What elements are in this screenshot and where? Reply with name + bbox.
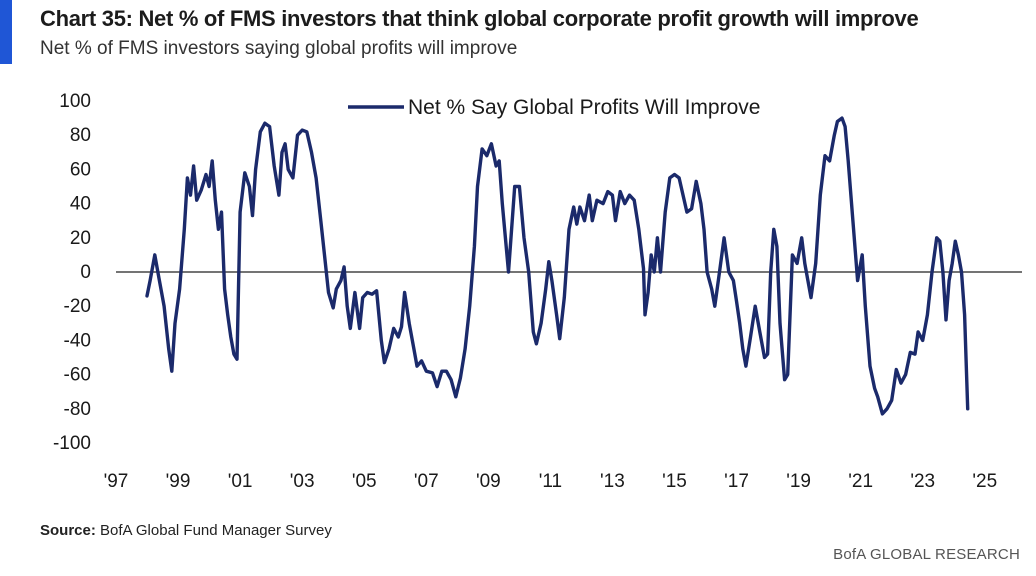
y-tick-label: 20 xyxy=(70,228,91,249)
x-tick-label: '13 xyxy=(600,471,625,492)
x-axis-tick-labels: '97 '99 '01 '03 '05 '07 '09 '11 '13 '15 '17 '19 '21 '… xyxy=(104,471,998,492)
series-layer xyxy=(145,116,970,416)
chart-title: Chart 35: Net % of FMS investors that th… xyxy=(40,6,919,31)
legend-label: Net % Say Global Profits Will Improve xyxy=(408,96,760,119)
x-tick-label: '07 xyxy=(414,471,439,492)
y-tick-label: 80 xyxy=(70,125,91,146)
y-tick-label: -40 xyxy=(64,330,91,351)
accent-bar xyxy=(0,0,12,64)
x-tick-label: '03 xyxy=(290,471,315,492)
x-tick-label: '25 xyxy=(972,471,997,492)
x-tick-label: '23 xyxy=(910,471,935,492)
y-axis-tick-labels: 100 80 60 40 20 0 -20 -40 -60 -80 -100 xyxy=(53,91,91,454)
x-tick-label: '99 xyxy=(166,471,191,492)
x-tick-label: '09 xyxy=(476,471,501,492)
source-text: BofA Global Fund Manager Survey xyxy=(100,522,332,539)
x-tick-label: '01 xyxy=(228,471,253,492)
x-tick-label: '17 xyxy=(724,471,749,492)
x-tick-label: '19 xyxy=(786,471,811,492)
line-chart: 100 80 60 40 20 0 -20 -40 -60 -80 -100 '97 '99 '01 '0… xyxy=(53,91,1022,492)
chart-subtitle: Net % of FMS investors saying global pro… xyxy=(40,38,518,59)
brand-footer: BofA GLOBAL RESEARCH xyxy=(833,546,1020,563)
x-tick-label: '21 xyxy=(848,471,873,492)
legend: Net % Say Global Profits Will Improve xyxy=(348,96,760,119)
source-label: Source: xyxy=(40,522,96,539)
y-tick-label: 100 xyxy=(59,91,91,112)
y-tick-label: 60 xyxy=(70,159,91,180)
series-line xyxy=(145,116,970,416)
y-tick-label: -60 xyxy=(64,365,91,386)
source-note: Source: BofA Global Fund Manager Survey xyxy=(40,522,332,539)
y-tick-label: 0 xyxy=(80,262,91,283)
y-tick-label: -100 xyxy=(53,433,91,454)
x-tick-label: '05 xyxy=(352,471,377,492)
x-tick-label: '15 xyxy=(662,471,687,492)
x-tick-label: '11 xyxy=(539,471,562,492)
x-tick-label: '97 xyxy=(104,471,129,492)
y-tick-label: -80 xyxy=(64,399,91,420)
y-tick-label: 40 xyxy=(70,194,91,215)
y-tick-label: -20 xyxy=(64,296,91,317)
